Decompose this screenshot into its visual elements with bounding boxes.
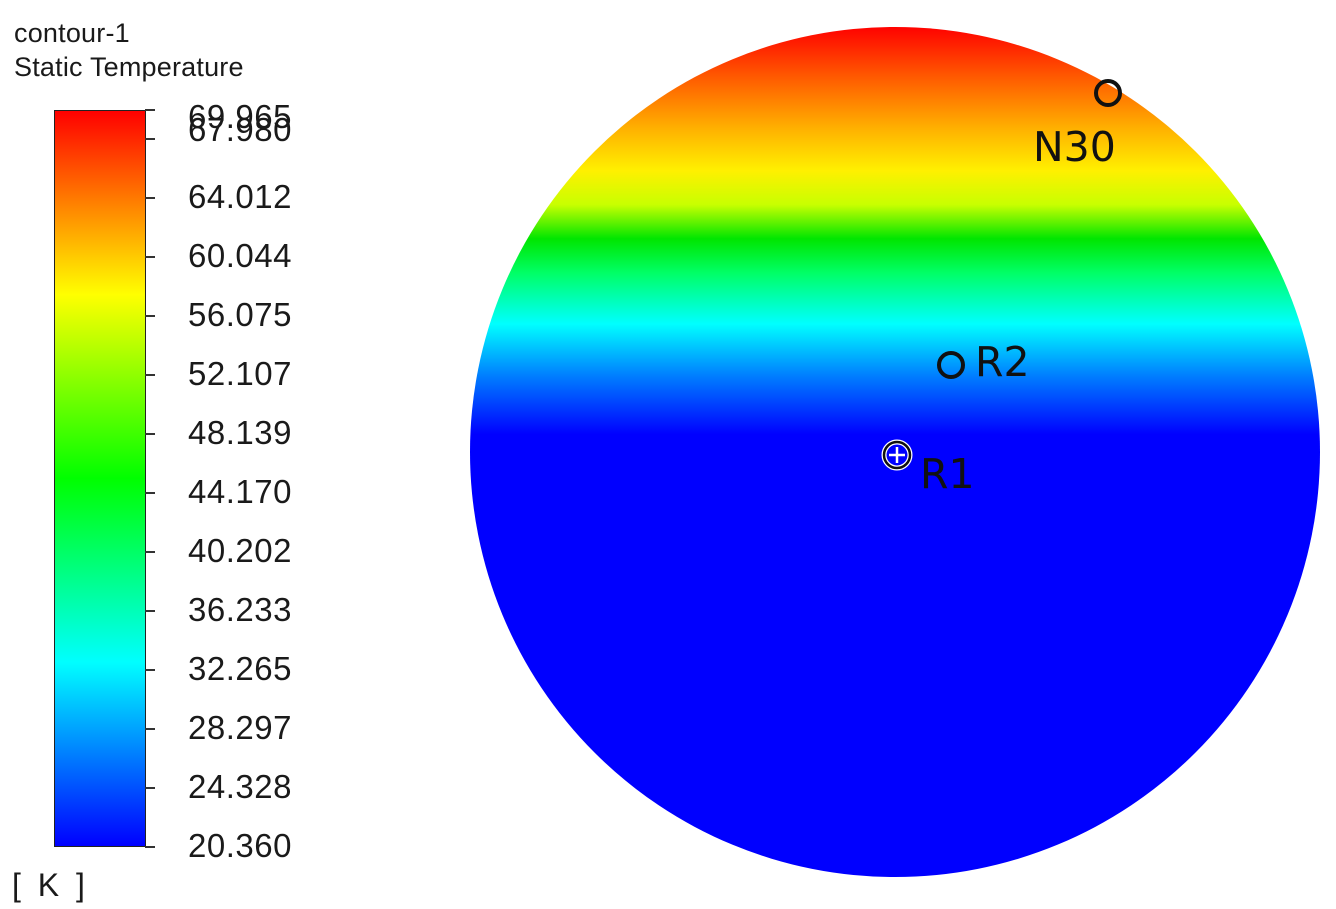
scale-value: 44.170 [188,473,292,511]
scale-value: 24.328 [188,768,292,806]
scale-tick [145,669,155,672]
scale-value: 67.980 [188,111,292,149]
point-label-n30: N30 [1033,123,1116,171]
point-marker-n30 [1094,79,1122,107]
scale-value: 69.965 [188,98,292,135]
point-marker-r1 [882,440,912,470]
contour-name: contour-1 [14,18,130,48]
point-marker-r2 [937,351,965,379]
scale-value: 40.202 [188,532,292,570]
temperature-field-disc [470,27,1320,877]
scale-tick [145,492,155,495]
unit-label: [ K ] [12,867,89,903]
scale-tick [145,846,155,848]
scale-value: 28.297 [188,709,292,747]
scale-tick [145,109,155,111]
scale-value: 32.265 [188,650,292,688]
plus-icon [889,447,905,463]
scale-value: 56.075 [188,296,292,334]
scale-tick [145,256,155,259]
scale-value: 64.012 [188,178,292,216]
scale-tick [145,551,155,554]
scale-value: 48.139 [188,414,292,452]
scale-tick [145,315,155,318]
scale-tick [145,433,155,436]
scale-value: 60.044 [188,237,292,275]
scale-tick [145,197,155,200]
scale-tick [145,138,155,141]
scale-tick [145,610,155,613]
scale-value: 52.107 [188,355,292,393]
scale-tick [145,728,155,731]
color-scale-bar [54,110,146,847]
scale-tick [145,374,155,377]
variable-name: Static Temperature [14,52,244,82]
point-label-r1: R1 [920,450,975,498]
point-label-r2: R2 [975,338,1030,386]
scale-tick [145,787,155,790]
scale-value: 20.360 [188,827,292,864]
scale-value: 36.233 [188,591,292,629]
